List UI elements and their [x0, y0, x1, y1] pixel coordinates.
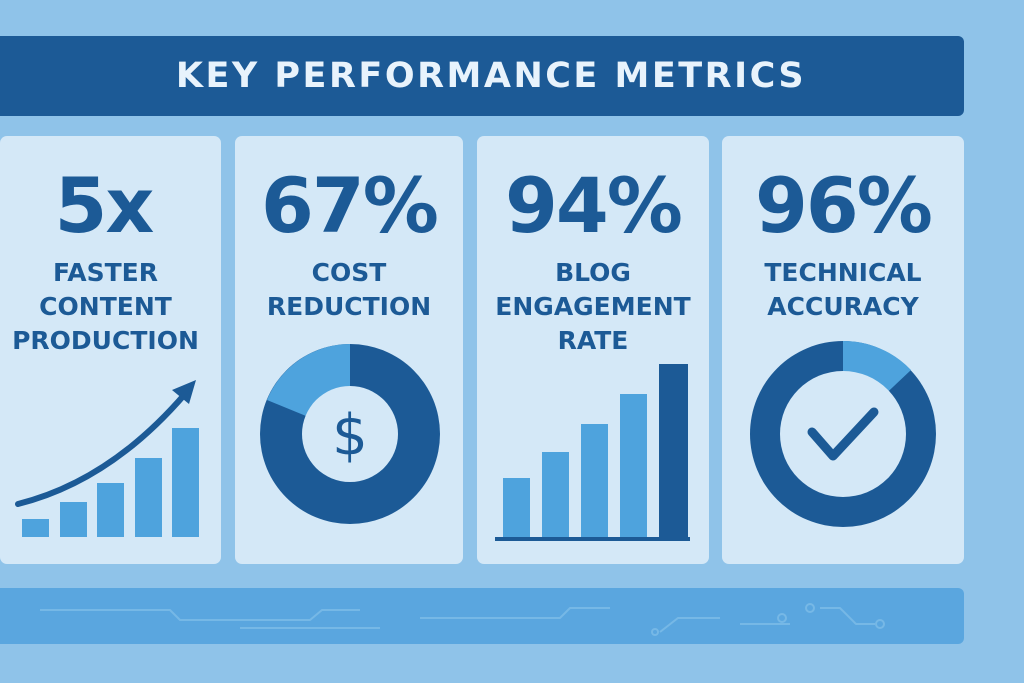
metric-card-faster-content: 5x FASTER CONTENT PRODUCTION [0, 136, 221, 564]
dollar-icon: $ [332, 403, 368, 468]
metric-card-cost-reduction: 67% COST REDUCTION $ [235, 136, 463, 564]
metric-value: 96% [755, 161, 933, 250]
metric-value: 67% [261, 161, 439, 250]
growth-bar-chart-arrow-icon [15, 380, 199, 537]
metric-value: 94% [505, 161, 683, 250]
bar-chart-icon [495, 364, 690, 541]
circuit-pattern-icon [40, 603, 885, 636]
metric-card-blog-engagement: 94% BLOG ENGAGEMENT RATE [477, 136, 709, 564]
metric-value: 5x [54, 161, 155, 250]
dollar-donut-icon: $ [260, 344, 440, 524]
title-banner: KEY PERFORMANCE METRICS [0, 36, 964, 116]
metric-label: BLOG ENGAGEMENT RATE [495, 258, 691, 355]
metric-label: TECHNICAL ACCURACY [764, 258, 922, 321]
checkmark-donut-icon [750, 340, 936, 527]
footer-decor-bar [0, 588, 964, 644]
check-icon [807, 407, 879, 461]
metric-label: FASTER CONTENT PRODUCTION [12, 258, 199, 355]
metric-label: COST REDUCTION [266, 258, 432, 321]
metric-card-technical-accuracy: 96% TECHNICAL ACCURACY [722, 136, 964, 564]
page-title: KEY PERFORMANCE METRICS [175, 56, 807, 96]
